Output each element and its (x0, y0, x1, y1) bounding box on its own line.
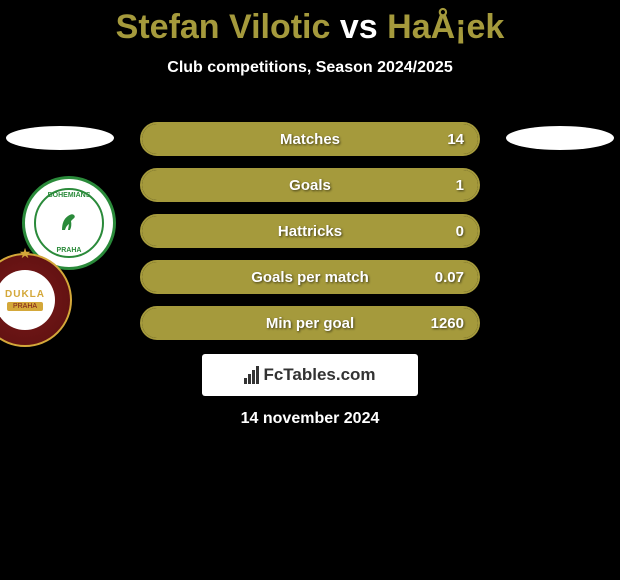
team-left-name-bottom: PRAHA (57, 247, 82, 254)
stat-label: Goals per match (251, 269, 369, 286)
stat-value: 1260 (431, 315, 464, 332)
stat-row-gpm: Goals per match 0.07 (140, 260, 480, 294)
left-oval-decoration (6, 126, 114, 150)
subtitle: Club competitions, Season 2024/2025 (0, 59, 620, 77)
kangaroo-icon (54, 206, 84, 241)
branding-text: FcTables.com (263, 365, 375, 385)
branding-banner: FcTables.com (202, 354, 418, 396)
stat-label: Hattricks (278, 223, 342, 240)
player1-name: Stefan Vilotic (116, 8, 331, 46)
stat-label: Min per goal (266, 315, 354, 332)
date-text: 14 november 2024 (241, 410, 380, 428)
stat-value: 1 (456, 177, 464, 194)
team-left-name-top: BOHEMIANS (48, 192, 91, 199)
stats-container: Matches 14 Goals 1 Hattricks 0 Goals per… (140, 122, 480, 352)
player2-name: HaÅ¡ek (387, 8, 504, 46)
stat-label: Goals (289, 177, 331, 194)
vs-text: vs (340, 8, 378, 46)
stat-value: 0 (456, 223, 464, 240)
stat-row-hattricks: Hattricks 0 (140, 214, 480, 248)
stat-value: 14 (447, 131, 464, 148)
stat-row-mpg: Min per goal 1260 (140, 306, 480, 340)
chart-icon (244, 366, 259, 384)
right-oval-decoration (506, 126, 614, 150)
stat-value: 0.07 (435, 269, 464, 286)
stat-row-matches: Matches 14 (140, 122, 480, 156)
team-right-name: DUKLA (5, 289, 45, 300)
stat-label: Matches (280, 131, 340, 148)
comparison-title: Stefan Vilotic vs HaÅ¡ek (0, 0, 620, 47)
stat-row-goals: Goals 1 (140, 168, 480, 202)
star-icon: ★ (19, 245, 32, 262)
team-right-city: PRAHA (7, 302, 43, 311)
